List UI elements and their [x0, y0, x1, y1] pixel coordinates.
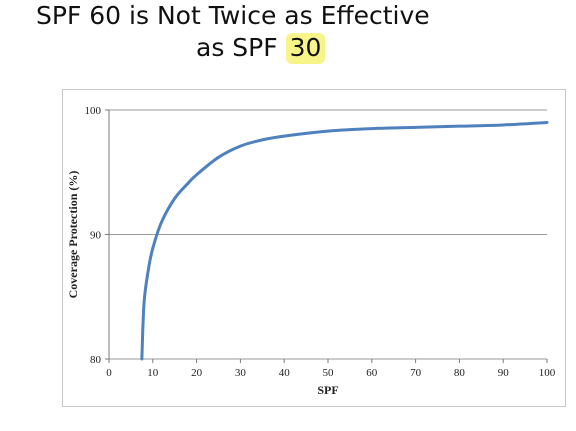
- title-line-2-prefix: as SPF: [196, 33, 286, 62]
- x-tick-label-5: 50: [323, 367, 335, 379]
- x-tick-label-0: 0: [106, 367, 112, 379]
- series-line-0: [140, 120, 549, 361]
- y-tick-label-2: 100: [85, 105, 102, 117]
- x-axis-title: SPF: [317, 383, 338, 397]
- series-layer: [140, 120, 549, 361]
- title-highlighted-number: 30: [285, 33, 326, 64]
- y-tick-label-0: 80: [90, 354, 102, 366]
- x-tick-label-2: 20: [191, 367, 203, 379]
- x-tick-label-1: 10: [147, 367, 159, 379]
- slide-title: SPF 60 is Not Twice as Effective as SPF …: [0, 0, 576, 80]
- x-tick-label-10: 100: [539, 367, 556, 379]
- y-tick-label-1: 90: [90, 230, 102, 242]
- x-tick-label-7: 70: [410, 367, 422, 379]
- label-layer: 0 10 20 30 40 50 60 70 80 90 100 80 90 100 SPF Coverage…: [66, 105, 556, 397]
- x-tick-label-9: 90: [498, 367, 510, 379]
- axis-layer: [105, 109, 548, 363]
- x-tick-label-6: 60: [366, 367, 378, 379]
- x-tick-label-3: 30: [235, 367, 247, 379]
- title-line-2: as SPF 30: [196, 32, 326, 64]
- x-tick-label-4: 40: [279, 367, 291, 379]
- chart-frame: 0 10 20 30 40 50 60 70 80 90 100 80 90 100 SPF Coverage…: [62, 89, 566, 407]
- x-tick-label-8: 80: [454, 367, 466, 379]
- spf-coverage-chart: 0 10 20 30 40 50 60 70 80 90 100 80 90 100 SPF Coverage…: [66, 105, 556, 397]
- y-axis-title: Coverage Protection (%): [66, 171, 80, 299]
- title-line-1: SPF 60 is Not Twice as Effective: [36, 1, 430, 30]
- grid-layer: [109, 109, 547, 360]
